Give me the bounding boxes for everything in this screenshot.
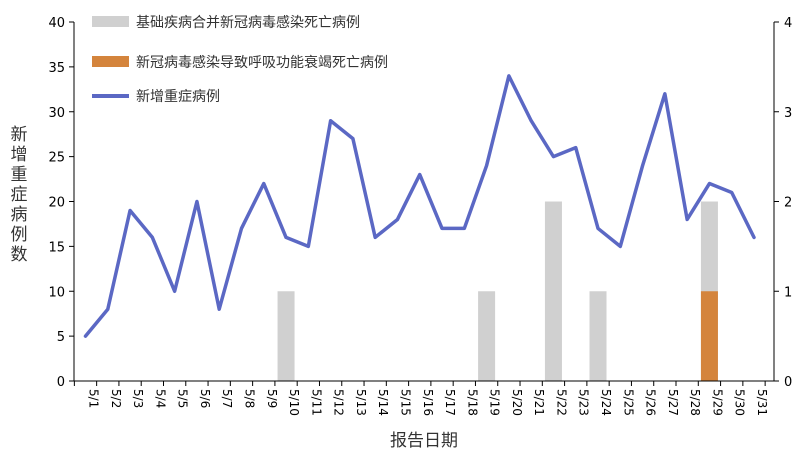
left-y-tick-label: 25 [48, 151, 65, 166]
x-tick-label-5/31: 5/31 [755, 389, 769, 416]
x-tick-label-5/7: 5/7 [220, 389, 234, 408]
left-y-tick-label: 20 [48, 196, 65, 211]
left-y-tick-label: 10 [48, 285, 65, 300]
left-y-tick-label: 35 [48, 61, 65, 76]
bar-underlying-death-5/10 [277, 291, 295, 381]
severe-cases-point-5/13 [352, 138, 354, 140]
bar-underlying-death-5/22 [544, 201, 562, 381]
severe-cases-point-5/10 [285, 236, 287, 238]
severe-cases-point-5/29 [708, 183, 710, 185]
x-axis-title: 报告日期 [390, 431, 458, 451]
x-tick-label-5/25: 5/25 [621, 389, 635, 416]
x-tick-label-5/1: 5/1 [87, 389, 101, 408]
x-tick-label-5/28: 5/28 [688, 389, 702, 416]
legend-label-underlying-death: 基础疾病合并新冠病毒感染死亡病例 [136, 14, 360, 31]
left-y-tick-label: 0 [57, 375, 65, 390]
severe-cases-point-5/11 [307, 245, 309, 247]
severe-cases-line [83, 74, 756, 338]
right-y-tick-label: 4 [784, 16, 792, 31]
severe-cases-point-5/12 [330, 120, 332, 122]
bar-underlying-death-5/19 [478, 291, 496, 381]
x-tick-label-5/24: 5/24 [599, 389, 613, 416]
x-tick-label-5/10: 5/10 [287, 389, 301, 416]
severe-cases-point-5/15 [396, 218, 398, 220]
severe-cases-point-5/5 [174, 290, 176, 292]
right-y-tick-label: 3 [784, 106, 792, 121]
x-tick-label-5/5: 5/5 [176, 389, 190, 408]
x-tick-label-5/22: 5/22 [554, 389, 568, 416]
x-tick-label-5/27: 5/27 [666, 389, 680, 416]
severe-cases-point-5/8 [240, 227, 242, 229]
legend-label-severe-cases: 新增重症病例 [136, 89, 220, 105]
left-y-ticks: 0 5 10 15 20 25 30 35 40 [48, 16, 74, 390]
x-tick-label-5/16: 5/16 [421, 389, 435, 416]
legend: 基础疾病合并新冠病毒感染死亡病例 新冠病毒感染导致呼吸功能衰竭死亡病例 新增重症… [92, 14, 388, 105]
bars-layer [277, 201, 718, 381]
legend-swatch-underlying-death [92, 16, 129, 27]
x-tick-label-5/17: 5/17 [443, 389, 457, 416]
right-y-tick-label: 2 [784, 196, 792, 211]
severe-cases-point-5/9 [263, 183, 265, 185]
right-y-ticks: 0 1 2 3 4 [774, 16, 792, 390]
severe-cases-point-5/25 [619, 245, 621, 247]
severe-cases-point-5/14 [374, 236, 376, 238]
right-y-tick-label: 1 [784, 285, 792, 300]
severe-cases-point-5/30 [731, 192, 733, 194]
x-ticks: 5/1 5/2 5/3 5/4 5/5 5/6 5/7 5/8 5/9 5/10 5/11 5/12 5… [73, 381, 769, 416]
x-tick-label-5/6: 5/6 [198, 389, 212, 408]
bar-covid-death-5/29 [700, 291, 718, 381]
severe-cases-point-5/3 [129, 209, 131, 211]
severe-cases-point-5/31 [753, 236, 755, 238]
severe-cases-point-5/18 [463, 227, 465, 229]
x-tick-label-5/13: 5/13 [354, 389, 368, 416]
x-tick-label-5/14: 5/14 [376, 389, 390, 416]
severe-cases-point-5/1 [85, 335, 86, 337]
severe-cases-point-5/17 [441, 227, 443, 229]
severe-cases-point-5/6 [196, 201, 198, 202]
x-tick-label-5/18: 5/18 [465, 389, 479, 416]
severe-cases-point-5/22 [552, 156, 554, 158]
x-tick-label-5/29: 5/29 [710, 389, 724, 416]
severe-cases-point-5/4 [151, 236, 153, 238]
x-tick-label-5/23: 5/23 [577, 389, 591, 416]
x-tick-label-5/21: 5/21 [532, 389, 546, 416]
left-y-tick-label: 30 [48, 106, 65, 121]
severe-cases-point-5/26 [642, 165, 644, 167]
bar-underlying-death-5/24 [589, 291, 607, 381]
severe-cases-point-5/7 [218, 308, 220, 310]
severe-cases-point-5/2 [107, 308, 109, 310]
left-y-tick-label: 15 [48, 240, 65, 255]
x-tick-label-5/12: 5/12 [332, 389, 346, 416]
y-axis-title: 新增重症病例数 [11, 125, 28, 265]
x-tick-label-5/26: 5/26 [644, 389, 658, 416]
severe-cases-point-5/20 [508, 75, 510, 77]
severe-cases-point-5/19 [486, 165, 488, 167]
x-tick-label-5/15: 5/15 [398, 389, 412, 416]
severe-cases-point-5/28 [686, 218, 688, 220]
severe-cases-point-5/24 [597, 227, 599, 229]
x-tick-label-5/8: 5/8 [242, 389, 256, 408]
x-tick-label-5/4: 5/4 [153, 389, 167, 408]
x-tick-label-5/30: 5/30 [733, 389, 747, 416]
x-tick-label-5/20: 5/20 [510, 389, 524, 416]
axes-layer [73, 22, 775, 382]
severe-cases-point-5/21 [530, 120, 532, 122]
line-layer [83, 74, 756, 338]
x-tick-label-5/19: 5/19 [488, 389, 502, 416]
x-tick-label-5/3: 5/3 [131, 389, 145, 408]
severe-cases-point-5/23 [575, 147, 577, 149]
legend-label-covid-death: 新冠病毒感染导致呼吸功能衰竭死亡病例 [136, 54, 388, 71]
left-y-tick-label: 40 [48, 16, 65, 31]
severe-cases-point-5/27 [664, 93, 666, 95]
x-tick-label-5/2: 5/2 [109, 389, 123, 408]
left-y-tick-label: 5 [57, 330, 65, 345]
legend-swatch-covid-death [92, 56, 129, 67]
x-tick-label-5/9: 5/9 [265, 389, 279, 408]
right-y-tick-label: 0 [784, 375, 792, 390]
x-tick-label-5/11: 5/11 [309, 389, 323, 416]
severe-cases-point-5/16 [419, 174, 421, 176]
